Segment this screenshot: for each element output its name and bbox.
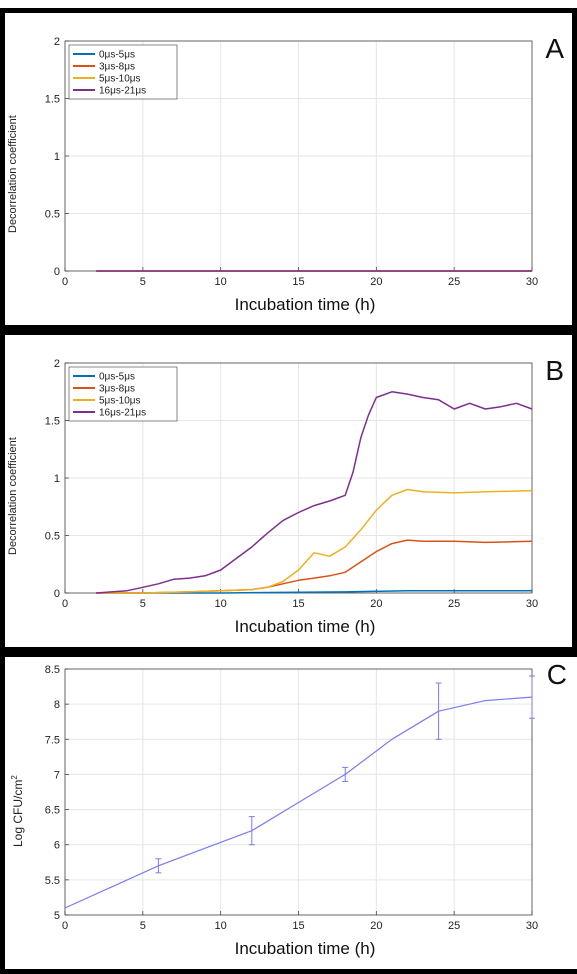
y-tick-label-b-3: 1.5 <box>45 416 60 428</box>
error-bar-c-2 <box>342 766 349 782</box>
x-tick-label-c-1: 5 <box>140 920 146 932</box>
chart-b: 0 5 10 15 20 25 30 0 0.5 1 1.5 2 0μs-5μs3μs-8μs5μs-1… <box>45 358 538 610</box>
y-tick-label-c-2: 6 <box>54 840 60 852</box>
y-tick-label-a-4: 2 <box>54 36 60 48</box>
x-tick-label-a-1: 5 <box>140 276 146 288</box>
x-axis-label-b: Incubation time (h) <box>234 617 376 636</box>
y-tick-label-b-4: 2 <box>54 358 60 370</box>
x-tick-label-a-0: 0 <box>62 276 68 288</box>
error-bar-c-4 <box>529 675 535 719</box>
panel-letter-a: A <box>545 33 564 64</box>
legend-label-b-0: 0μs-5μs <box>99 372 135 383</box>
x-tick-label-a-5: 25 <box>448 276 460 288</box>
y-axis-label-c: Log CFU/cm2 <box>10 775 25 847</box>
x-axis-label-c: Incubation time (h) <box>234 939 376 958</box>
legend-label-a-3: 16μs-21μs <box>99 86 146 97</box>
error-bar-c-0 <box>155 858 162 874</box>
error-bar-c-1 <box>248 816 255 846</box>
x-tick-label-b-5: 25 <box>448 598 460 610</box>
x-tick-label-c-3: 15 <box>292 920 304 932</box>
panel-c: 0 5 10 15 20 25 30 5 5.5 6 6.5 7 7.5 8 8.5 C Log CFU/c… <box>0 652 577 974</box>
legend-label-b-3: 16μs-21μs <box>99 408 146 419</box>
y-tick-label-c-1: 5.5 <box>45 875 60 887</box>
y-tick-label-c-3: 6.5 <box>45 805 60 817</box>
y-tick-label-c-6: 8 <box>54 699 60 711</box>
x-tick-label-c-2: 10 <box>215 920 227 932</box>
x-tick-label-b-1: 5 <box>140 598 146 610</box>
x-tick-label-b-0: 0 <box>62 598 68 610</box>
x-axis-label-a: Incubation time (h) <box>234 295 376 314</box>
x-tick-label-c-4: 20 <box>370 920 382 932</box>
legend-label-b-1: 3μs-8μs <box>99 384 135 395</box>
series-line-b-2 <box>96 488 533 594</box>
panel-letter-c: C <box>546 659 567 690</box>
chart-a: 0 5 10 15 20 25 30 0 0.5 1 1.5 2 0μs-5μs3μs-8μs5μs-1… <box>45 36 538 288</box>
y-axis-label-b: Decorrelation coefficient <box>7 437 19 555</box>
legend-label-a-1: 3μs-8μs <box>99 62 135 73</box>
y-tick-label-c-5: 7.5 <box>45 734 60 746</box>
x-tick-label-b-4: 20 <box>370 598 382 610</box>
panel-letter-b: B <box>545 355 564 386</box>
y-axis-label-a: Decorrelation coefficient <box>7 115 19 233</box>
y-tick-label-c-4: 7 <box>54 769 60 781</box>
series-line-b-3 <box>96 391 533 594</box>
panel-b: 0 5 10 15 20 25 30 0 0.5 1 1.5 2 0μs-5μs 3μs-8μs 5μs-1… <box>0 330 577 652</box>
series-line-c-0 <box>64 696 533 909</box>
y-tick-label-a-1: 0.5 <box>45 209 60 221</box>
legend-label-b-2: 5μs-10μs <box>99 396 141 407</box>
panel-a: 0 5 10 15 20 25 30 0 0.5 1 1.5 2 0μs-5μs 3μs-8μs 5μs-1… <box>0 8 577 330</box>
x-tick-label-b-2: 10 <box>215 598 227 610</box>
y-tick-label-c-7: 8.5 <box>45 664 60 676</box>
x-tick-label-a-6: 30 <box>526 276 538 288</box>
x-tick-label-a-4: 20 <box>370 276 382 288</box>
x-tick-label-c-5: 25 <box>448 920 460 932</box>
y-tick-label-a-0: 0 <box>54 266 60 278</box>
x-tick-label-c-0: 0 <box>62 920 68 932</box>
y-tick-label-a-2: 1 <box>54 151 60 163</box>
error-bar-c-3 <box>435 682 442 740</box>
series-line-b-1 <box>96 539 533 594</box>
x-tick-label-c-6: 30 <box>526 920 538 932</box>
x-tick-label-b-6: 30 <box>526 598 538 610</box>
y-tick-label-b-2: 1 <box>54 473 60 485</box>
x-tick-label-a-2: 10 <box>215 276 227 288</box>
y-tick-label-b-1: 0.5 <box>45 531 60 543</box>
x-tick-label-b-3: 15 <box>292 598 304 610</box>
legend-label-a-2: 5μs-10μs <box>99 74 141 85</box>
legend-label-a-0: 0μs-5μs <box>99 50 135 61</box>
y-tick-label-b-0: 0 <box>54 588 60 600</box>
y-tick-label-c-0: 5 <box>54 910 60 922</box>
x-tick-label-a-3: 15 <box>292 276 304 288</box>
y-tick-label-a-3: 1.5 <box>45 94 60 106</box>
